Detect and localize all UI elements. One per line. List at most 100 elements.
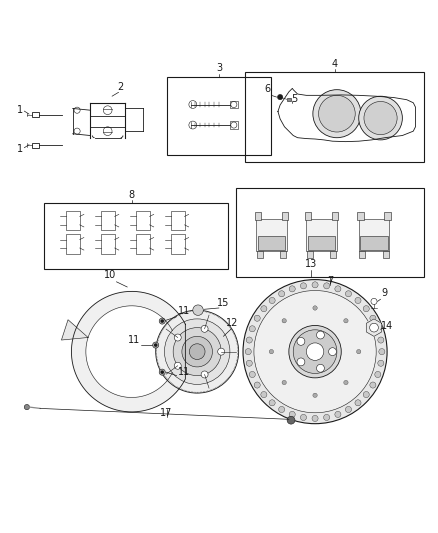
Text: 1: 1 xyxy=(17,105,23,115)
Circle shape xyxy=(300,414,307,421)
Bar xyxy=(360,236,388,249)
Bar xyxy=(136,234,150,254)
Bar xyxy=(359,219,389,252)
Bar xyxy=(101,211,115,230)
Bar xyxy=(308,236,335,249)
Circle shape xyxy=(279,407,285,413)
Circle shape xyxy=(375,372,381,377)
Circle shape xyxy=(363,305,369,312)
Circle shape xyxy=(335,286,341,292)
Circle shape xyxy=(254,382,260,388)
Text: 17: 17 xyxy=(160,408,173,418)
Circle shape xyxy=(378,337,384,343)
Circle shape xyxy=(193,305,203,316)
Circle shape xyxy=(289,326,341,378)
Circle shape xyxy=(313,90,361,138)
Bar xyxy=(170,211,184,230)
Circle shape xyxy=(324,283,330,289)
Polygon shape xyxy=(61,320,88,340)
Circle shape xyxy=(282,319,286,323)
Text: 12: 12 xyxy=(226,318,238,328)
Circle shape xyxy=(313,393,317,398)
Bar xyxy=(332,212,338,220)
Text: 3: 3 xyxy=(216,63,222,73)
Bar xyxy=(287,98,291,101)
Circle shape xyxy=(173,328,221,376)
Circle shape xyxy=(293,330,337,374)
Polygon shape xyxy=(71,292,185,412)
Circle shape xyxy=(159,369,165,375)
Bar xyxy=(385,212,391,220)
Circle shape xyxy=(318,95,355,132)
Circle shape xyxy=(289,286,295,292)
Circle shape xyxy=(24,405,29,410)
Bar xyxy=(170,234,184,254)
Circle shape xyxy=(297,337,305,345)
Circle shape xyxy=(289,411,295,417)
Circle shape xyxy=(201,371,208,378)
Circle shape xyxy=(261,392,267,398)
Bar xyxy=(230,101,238,108)
Circle shape xyxy=(201,325,208,332)
Circle shape xyxy=(346,290,352,297)
Circle shape xyxy=(297,358,305,366)
Circle shape xyxy=(317,365,325,372)
Bar xyxy=(330,252,336,258)
Bar xyxy=(282,212,288,220)
Circle shape xyxy=(312,415,318,422)
Circle shape xyxy=(324,414,330,421)
Text: 7: 7 xyxy=(327,276,333,286)
Circle shape xyxy=(159,318,165,324)
Circle shape xyxy=(254,315,260,321)
Circle shape xyxy=(160,319,164,323)
Circle shape xyxy=(279,290,285,297)
Circle shape xyxy=(364,101,397,135)
Text: 14: 14 xyxy=(381,321,394,331)
Circle shape xyxy=(261,305,267,312)
Circle shape xyxy=(246,337,252,343)
Bar xyxy=(237,188,424,277)
Bar xyxy=(101,234,115,254)
Bar xyxy=(66,211,80,230)
Bar xyxy=(359,252,365,258)
Bar xyxy=(44,203,228,269)
Circle shape xyxy=(287,416,295,424)
Text: 11: 11 xyxy=(177,367,190,376)
Text: 1: 1 xyxy=(17,143,23,154)
Circle shape xyxy=(278,94,283,100)
Text: 15: 15 xyxy=(217,298,230,308)
Bar xyxy=(245,72,424,161)
Circle shape xyxy=(346,407,352,413)
Text: 6: 6 xyxy=(265,84,271,94)
Circle shape xyxy=(370,315,376,321)
Circle shape xyxy=(249,326,255,332)
Bar xyxy=(383,252,389,258)
Bar xyxy=(32,112,39,117)
Text: 11: 11 xyxy=(128,335,141,345)
Bar xyxy=(166,77,272,155)
Bar xyxy=(357,212,364,220)
Circle shape xyxy=(154,343,157,347)
Circle shape xyxy=(282,381,286,385)
Circle shape xyxy=(344,381,348,385)
Text: 8: 8 xyxy=(129,190,135,200)
Text: 11: 11 xyxy=(177,306,190,316)
Bar xyxy=(257,252,263,258)
Circle shape xyxy=(375,326,381,332)
Circle shape xyxy=(370,382,376,388)
Bar xyxy=(305,212,311,220)
Circle shape xyxy=(379,349,385,354)
Circle shape xyxy=(370,323,378,332)
Bar xyxy=(258,236,285,249)
Circle shape xyxy=(254,290,376,413)
Circle shape xyxy=(182,336,212,367)
Circle shape xyxy=(359,96,403,140)
Circle shape xyxy=(328,348,336,356)
Text: 9: 9 xyxy=(381,288,388,298)
Circle shape xyxy=(164,319,230,384)
Text: 2: 2 xyxy=(118,82,124,92)
Circle shape xyxy=(243,280,387,424)
Text: 5: 5 xyxy=(291,94,297,104)
Bar xyxy=(230,121,238,129)
Circle shape xyxy=(313,306,317,310)
